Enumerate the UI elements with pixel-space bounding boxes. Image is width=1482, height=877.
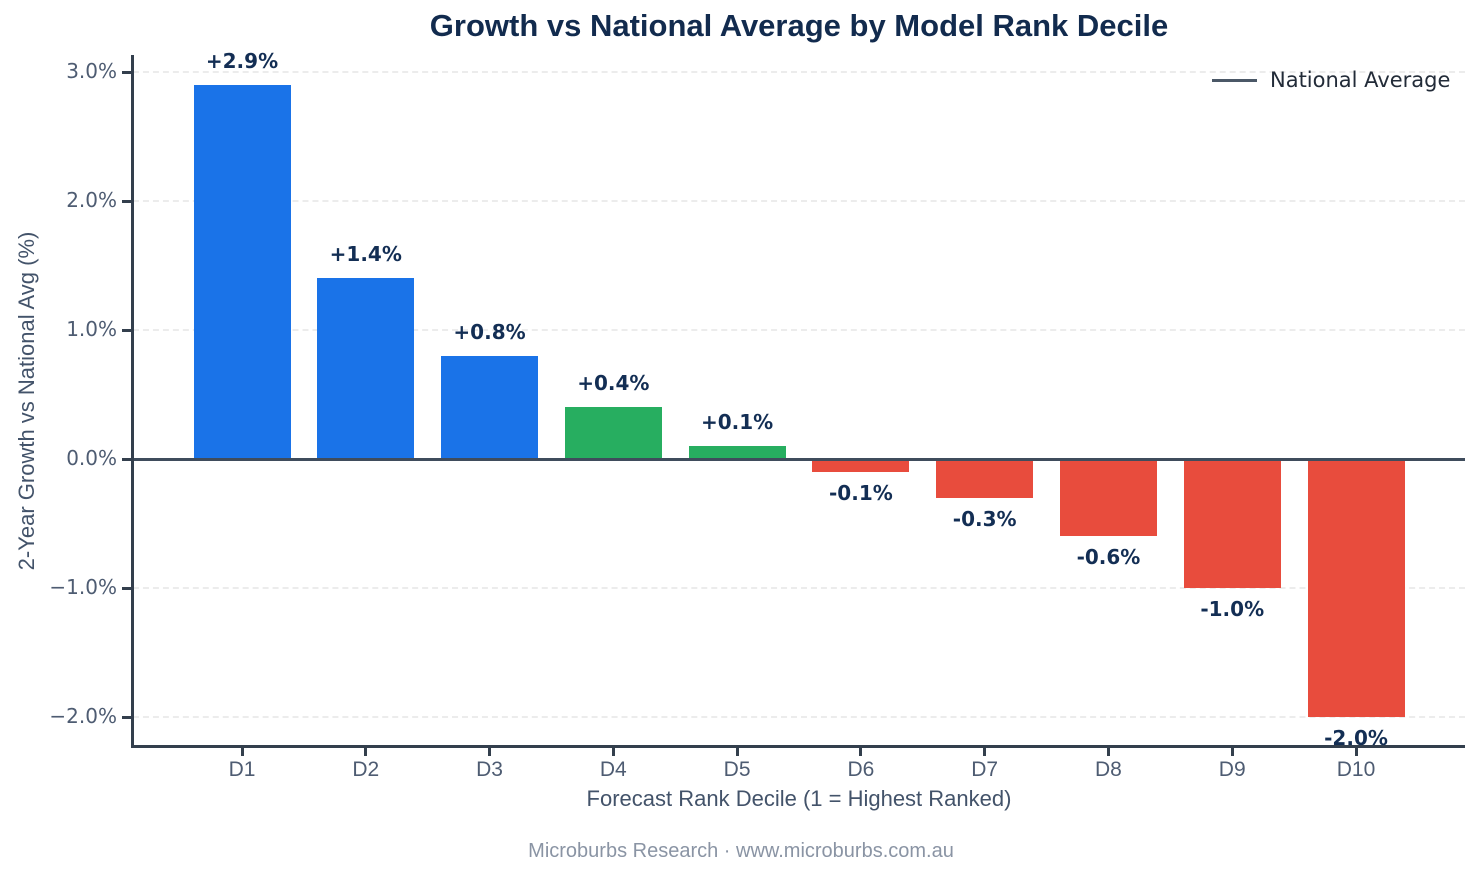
- y-axis-label: 2-Year Growth vs National Avg (%): [14, 231, 39, 571]
- x-tick-label: D10: [1336, 758, 1376, 781]
- y-tick-label: −1.0%: [49, 575, 117, 599]
- bar-d7: [936, 459, 1034, 498]
- legend-label: National Average: [1270, 68, 1451, 92]
- bar-d9: [1183, 459, 1281, 588]
- x-tick-label: D7: [971, 758, 999, 781]
- x-tick-mark: [983, 747, 987, 756]
- x-tick-mark: [1230, 747, 1234, 756]
- bar-value-label: -1.0%: [1200, 597, 1265, 621]
- bar-value-label: +0.1%: [700, 410, 774, 435]
- y-tick-label: 3.0%: [66, 59, 117, 83]
- national-average-line-icon: [1212, 78, 1257, 82]
- x-axis-label: Forecast Rank Decile (1 = Highest Ranked…: [586, 786, 1012, 811]
- x-tick-mark: [1354, 747, 1358, 756]
- x-axis-spine: [131, 745, 1465, 748]
- x-tick-label: D9: [1218, 758, 1246, 781]
- gridline: [133, 200, 1465, 202]
- x-tick-label: D8: [1095, 758, 1122, 781]
- bar-d2: [317, 278, 415, 459]
- gridline: [133, 716, 1465, 718]
- y-tick-mark: [122, 587, 131, 590]
- bar-d6: [812, 459, 910, 472]
- y-tick-label: 0.0%: [66, 446, 117, 470]
- y-tick-mark: [122, 71, 131, 74]
- x-tick-label: D3: [476, 758, 503, 781]
- legend: National Average: [1212, 68, 1450, 92]
- bar-d10: [1307, 459, 1405, 717]
- gridline: [133, 329, 1465, 331]
- bar-value-label: -0.3%: [952, 506, 1017, 531]
- x-tick-mark: [1106, 747, 1110, 756]
- x-tick-label: D4: [599, 758, 627, 781]
- plot-area: 3.0% 2.0% 1.0% 0.0% −1.0% −2.0% +2.9% D1 +1.4% D2…: [49, 49, 1465, 781]
- x-tick-label: D1: [228, 758, 256, 781]
- x-tick-label: D5: [723, 758, 751, 781]
- chart-title: Growth vs National Average by Model Rank…: [429, 8, 1169, 43]
- y-axis-spine: [131, 55, 134, 747]
- footer-credit: Microburbs Research · www.microburbs.com…: [528, 840, 954, 862]
- x-tick-mark: [735, 747, 739, 756]
- bar-d8: [1059, 459, 1157, 537]
- bar-d4: [564, 407, 662, 459]
- x-tick-mark: [488, 747, 492, 756]
- x-tick-label: D6: [847, 758, 875, 781]
- y-tick-mark: [122, 329, 131, 332]
- y-tick-label: −2.0%: [49, 704, 117, 728]
- bar-value-label: -0.1%: [829, 480, 893, 505]
- bar-value-label: +1.4%: [329, 242, 402, 267]
- gridline: [133, 71, 1465, 73]
- bar-d3: [441, 355, 539, 459]
- y-tick-mark: [122, 458, 131, 461]
- y-tick-label: 1.0%: [66, 317, 117, 341]
- bar-value-label: +2.9%: [205, 48, 279, 73]
- bar-value-label: +0.8%: [453, 319, 526, 344]
- y-tick-label: 2.0%: [66, 188, 117, 212]
- national-average-zero-line: [133, 458, 1465, 461]
- gridline: [133, 587, 1465, 589]
- bar-value-label: -0.6%: [1076, 545, 1141, 570]
- y-tick-mark: [122, 716, 131, 719]
- bar-value-label: +0.4%: [577, 371, 650, 396]
- x-tick-mark: [240, 747, 244, 756]
- x-tick-mark: [364, 747, 368, 756]
- bar-d5: [688, 446, 786, 459]
- x-tick-mark: [611, 747, 615, 756]
- y-tick-mark: [122, 200, 131, 203]
- bar-d1: [193, 84, 291, 459]
- x-tick-mark: [859, 747, 863, 756]
- x-tick-label: D2: [352, 758, 380, 781]
